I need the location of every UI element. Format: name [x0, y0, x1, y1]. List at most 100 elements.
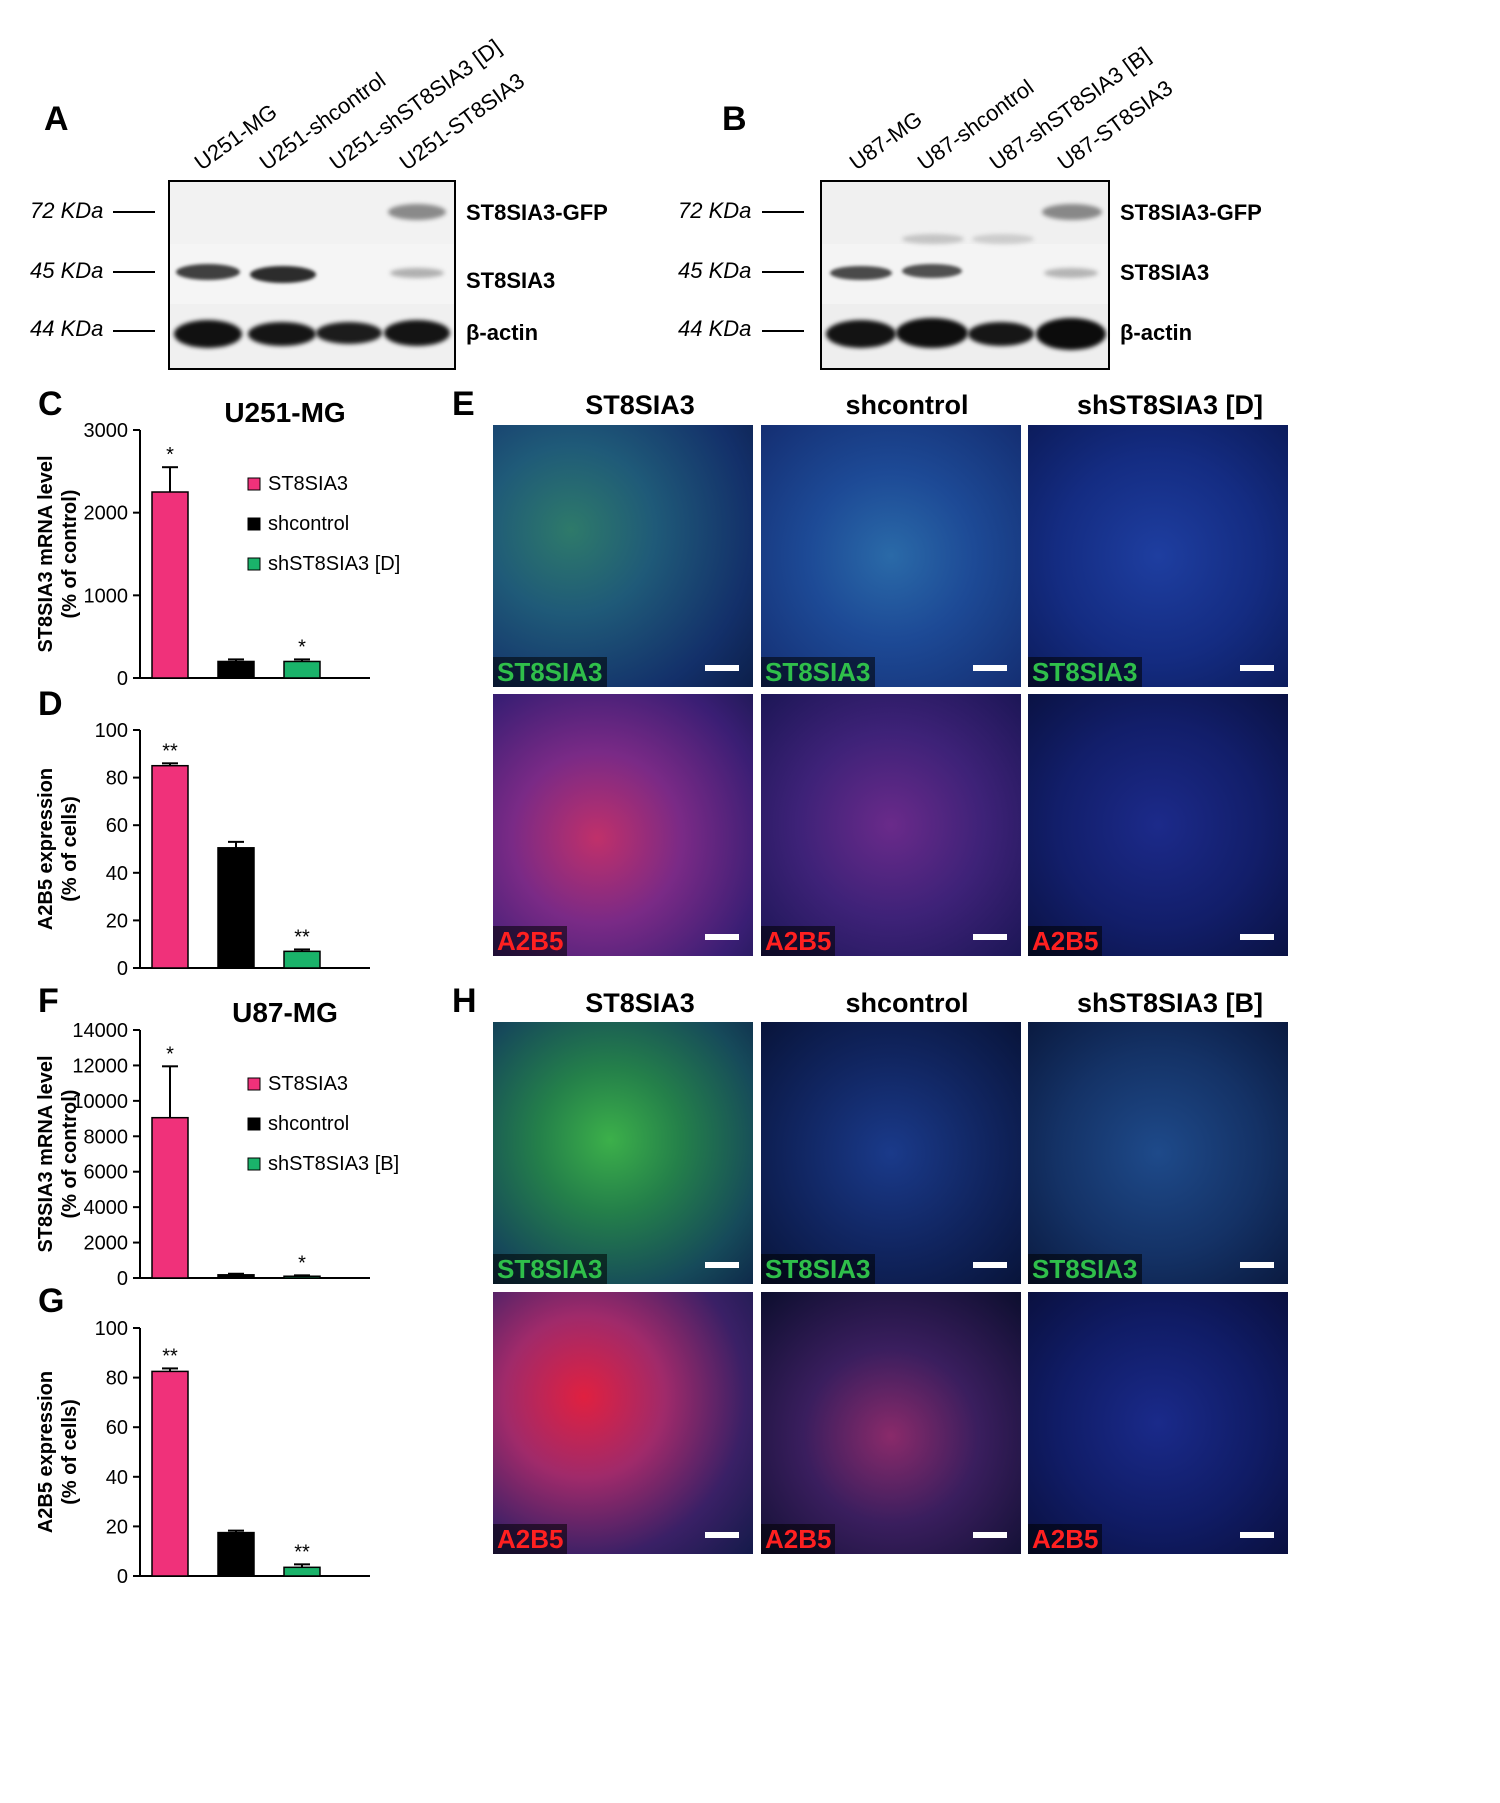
bar — [283, 1275, 321, 1279]
band-st8sia3 — [902, 264, 962, 278]
micrograph: A2B5 — [493, 694, 753, 956]
panel-letter-b: B — [722, 100, 747, 138]
scale-bar — [705, 1532, 739, 1538]
band-actin — [174, 320, 242, 348]
legend-swatch — [247, 1157, 261, 1171]
band-st8sia3 — [176, 264, 240, 280]
y-tick-label: 4000 — [84, 1197, 129, 1219]
bar — [283, 660, 321, 679]
band-st8sia3 — [390, 268, 444, 278]
scale-bar — [973, 1262, 1007, 1268]
legend-swatch — [247, 1077, 261, 1091]
scale-bar — [973, 1532, 1007, 1538]
legend-swatch — [247, 477, 261, 491]
stain-label: ST8SIA3 — [1028, 1254, 1142, 1284]
column-title: shST8SIA3 [B] — [1076, 988, 1264, 1018]
legend-label: ST8SIA3 — [268, 473, 348, 495]
bar — [283, 950, 321, 969]
bar-chart-g: 0 20 40 60 80 100 A2B5 expression (% of cells) *… — [35, 1318, 370, 1588]
significance-marker: ** — [162, 740, 178, 762]
significance-marker: ** — [162, 1345, 178, 1367]
y-axis-label: A2B5 expression — [35, 1371, 57, 1533]
bar-chart-c: 0 1000 2000 3000 ST8SIA3 mRNA level (% of con… — [35, 397, 400, 690]
stain-label: A2B5 — [1028, 1524, 1103, 1554]
band-label-gfp: ST8SIA3-GFP — [466, 200, 608, 225]
legend-label: shcontrol — [268, 513, 349, 535]
stain-label: A2B5 — [1028, 926, 1103, 956]
band-gfp — [388, 204, 446, 220]
y-tick-label: 2000 — [84, 503, 129, 525]
y-tick-label: 1000 — [84, 585, 129, 607]
stain-label: ST8SIA3 — [761, 657, 875, 687]
band-label-actin: β-actin — [1120, 320, 1193, 345]
panel-letter-h: H — [452, 982, 477, 1020]
legend-swatch — [247, 517, 261, 531]
significance-marker: ** — [294, 1541, 310, 1563]
marker-tick — [113, 330, 155, 332]
bar-chart-d: 0 20 40 60 80 100 A2B5 expression (% of cells) *… — [35, 720, 370, 980]
significance-marker: * — [298, 1252, 306, 1274]
y-tick-label: 3000 — [84, 420, 129, 442]
band-label-actin: β-actin — [466, 320, 539, 345]
micrograph: A2B5 — [761, 1292, 1021, 1554]
panel-letter-e: E — [452, 385, 475, 423]
bar — [217, 660, 255, 679]
band-label-gfp: ST8SIA3-GFP — [1120, 200, 1262, 225]
y-tick-label: 2000 — [84, 1233, 129, 1255]
significance-marker: * — [298, 636, 306, 658]
micrograph: A2B5 — [1028, 1292, 1288, 1554]
legend-swatch — [247, 557, 261, 571]
legend-label: shST8SIA3 [B] — [268, 1153, 399, 1175]
scale-bar — [1240, 665, 1274, 671]
y-tick-label: 60 — [106, 815, 128, 837]
scale-bar — [1240, 934, 1274, 940]
y-axis-label: (% of cells) — [59, 796, 81, 902]
band-actin — [826, 320, 896, 348]
stain-label: A2B5 — [761, 926, 836, 956]
scale-bar — [1240, 1262, 1274, 1268]
y-axis-label: (% of control) — [59, 490, 81, 619]
band-actin — [316, 322, 382, 344]
band-faint — [902, 234, 964, 244]
stain-label: ST8SIA3 — [761, 1254, 875, 1284]
marker-tick — [113, 271, 155, 273]
stain-label: A2B5 — [493, 926, 568, 956]
chart-title: U251-MG — [224, 397, 345, 428]
scale-bar — [705, 1262, 739, 1268]
marker-45kda: 45 KDa — [30, 258, 104, 283]
scale-bar — [705, 665, 739, 671]
y-tick-label: 80 — [106, 1368, 128, 1390]
y-tick-label: 12000 — [72, 1055, 128, 1077]
significance-marker: ** — [294, 926, 310, 948]
band-st8sia3 — [1044, 268, 1098, 278]
marker-tick — [762, 330, 804, 332]
stain-label: A2B5 — [493, 1524, 568, 1554]
y-tick-label: 40 — [106, 1467, 128, 1489]
band-label-st8sia3: ST8SIA3 — [1120, 260, 1210, 285]
micrograph: ST8SIA3 — [1028, 1022, 1288, 1284]
bar — [151, 1370, 189, 1577]
chart-title: U87-MG — [232, 997, 338, 1028]
y-tick-label: 100 — [95, 1318, 128, 1340]
marker-44kda: 44 KDa — [678, 316, 752, 341]
band-st8sia3 — [830, 266, 892, 280]
micrograph: ST8SIA3 — [493, 1022, 753, 1284]
y-tick-label: 100 — [95, 720, 128, 742]
y-tick-label: 20 — [106, 910, 128, 932]
band-actin — [248, 322, 316, 346]
legend-label: shcontrol — [268, 1113, 349, 1135]
column-title: ST8SIA3 — [585, 988, 695, 1018]
marker-tick — [762, 211, 804, 213]
scale-bar — [705, 934, 739, 940]
marker-44kda: 44 KDa — [30, 316, 104, 341]
significance-marker: * — [166, 444, 174, 466]
bar — [217, 1274, 255, 1279]
y-axis-label: (% of control) — [59, 1090, 81, 1219]
legend-label: shST8SIA3 [D] — [268, 553, 400, 575]
marker-tick — [113, 211, 155, 213]
bar — [151, 491, 189, 679]
micrograph: ST8SIA3 — [761, 1022, 1021, 1284]
band-actin — [1036, 318, 1106, 350]
band-gfp — [1042, 204, 1102, 220]
column-title: shST8SIA3 [D] — [1076, 390, 1264, 420]
